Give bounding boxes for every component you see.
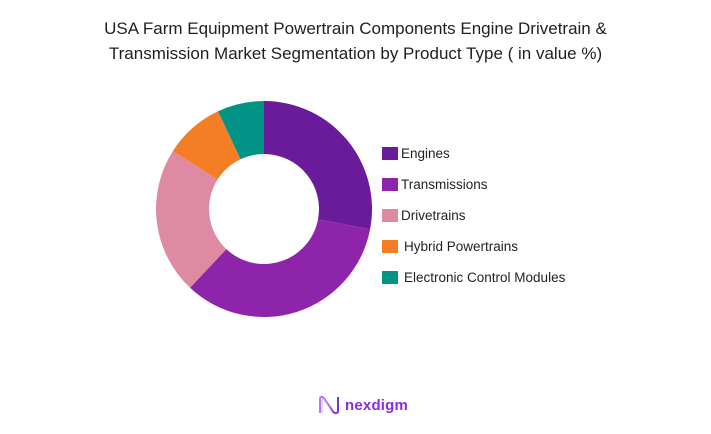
logo-text: nexdigm bbox=[345, 396, 409, 414]
donut-slice-electronic-control-modules bbox=[218, 101, 264, 160]
legend-label: Hybrid Powertrains bbox=[404, 239, 519, 254]
legend-item-hybrid-powertrains: Hybrid Powertrains bbox=[382, 231, 565, 262]
chart-title-line-1: USA Farm Equipment Powertrain Components… bbox=[104, 19, 607, 38]
legend-item-electronic-control-modules: Electronic Control Modules bbox=[382, 262, 565, 293]
donut-slice-drivetrains bbox=[156, 151, 227, 288]
chart-title: USA Farm Equipment Powertrain Components… bbox=[0, 16, 711, 66]
legend-swatch bbox=[382, 240, 398, 253]
legend-swatch bbox=[382, 271, 398, 284]
donut-slice-engines bbox=[264, 101, 372, 230]
donut-slice-transmissions bbox=[190, 219, 371, 317]
legend-swatch bbox=[382, 147, 398, 160]
legend-label: Engines bbox=[401, 146, 450, 161]
legend-label: Drivetrains bbox=[401, 208, 466, 223]
legend-item-transmissions: Transmissions bbox=[382, 169, 565, 200]
legend-item-engines: Engines bbox=[382, 138, 565, 169]
donut-slice-hybrid-powertrains bbox=[172, 111, 241, 180]
nexdigm-logo: nexdigm bbox=[318, 395, 408, 415]
legend-item-drivetrains: Drivetrains bbox=[382, 200, 565, 231]
legend-swatch bbox=[382, 178, 398, 191]
legend-label: Transmissions bbox=[401, 177, 488, 192]
donut-chart bbox=[156, 101, 372, 317]
nexdigm-wave-icon bbox=[319, 395, 339, 415]
chart-title-line-2: Transmission Market Segmentation by Prod… bbox=[108, 44, 603, 63]
chart-legend: Engines Transmissions Drivetrains Hybrid… bbox=[382, 138, 565, 293]
legend-swatch bbox=[382, 209, 398, 222]
legend-label: Electronic Control Modules bbox=[404, 270, 566, 285]
